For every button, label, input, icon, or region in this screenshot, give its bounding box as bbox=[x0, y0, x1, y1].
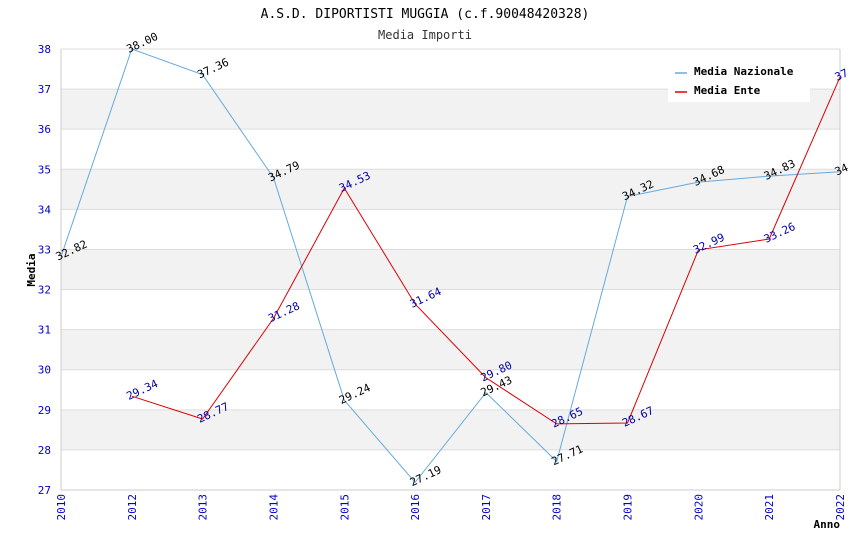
grid-band bbox=[61, 329, 840, 370]
grid-band bbox=[61, 409, 840, 450]
series-line-nazionale bbox=[60, 48, 841, 484]
y-tick-label: 38 bbox=[38, 43, 51, 56]
grid-bands bbox=[61, 89, 840, 450]
y-tick-label: 31 bbox=[38, 324, 51, 337]
x-axis-title: Anno bbox=[814, 518, 841, 531]
grid-band bbox=[61, 169, 840, 210]
x-tick-labels: 2010 2012 2013 2014 2015 2016 2017 2018 2019 2020… bbox=[55, 494, 847, 521]
data-label-ente: 31.28 bbox=[266, 299, 302, 325]
axes bbox=[60, 49, 841, 491]
legend-label-ente: Media Ente bbox=[694, 84, 761, 97]
x-tick-label: 2018 bbox=[551, 494, 564, 521]
y-tick-label: 33 bbox=[38, 243, 51, 256]
y-tick-label: 30 bbox=[38, 364, 51, 377]
data-label-nazionale: 27.19 bbox=[408, 463, 444, 489]
x-tick-label: 2022 bbox=[834, 494, 847, 521]
x-tick-label: 2014 bbox=[267, 494, 280, 521]
y-axis-title: Media bbox=[25, 253, 38, 286]
grid-lines bbox=[61, 48, 840, 491]
x-tick-label: 2010 bbox=[55, 494, 68, 521]
data-label-nazionale: 37.36 bbox=[195, 56, 231, 82]
y-tick-labels: 27 28 29 30 31 32 33 34 35 36 37 38 bbox=[38, 43, 52, 497]
x-tick-label: 2020 bbox=[692, 494, 705, 521]
series-line-ente bbox=[131, 76, 841, 425]
x-tick-label: 2015 bbox=[338, 494, 351, 521]
x-tick-label: 2019 bbox=[622, 494, 635, 521]
x-tick-label: 2013 bbox=[197, 494, 210, 521]
chart-subtitle: Media Importi bbox=[378, 28, 472, 42]
grid-band bbox=[61, 249, 840, 290]
y-tick-label: 29 bbox=[38, 404, 51, 417]
data-label-ente: 33.26 bbox=[762, 220, 798, 246]
x-tick-label: 2012 bbox=[126, 494, 139, 521]
x-tick-label: 2016 bbox=[409, 494, 422, 521]
chart-title: A.S.D. DIPORTISTI MUGGIA (c.f.9004842032… bbox=[261, 7, 590, 22]
y-tick-label: 35 bbox=[38, 163, 51, 176]
y-tick-label: 36 bbox=[38, 123, 51, 136]
data-label-ente: 37.30 bbox=[833, 58, 850, 84]
y-tick-label: 28 bbox=[38, 444, 51, 457]
x-tick-label: 2021 bbox=[763, 494, 776, 521]
data-label-ente: 29.34 bbox=[125, 377, 161, 403]
y-tick-label: 32 bbox=[38, 284, 51, 297]
data-label-nazionale: 29.24 bbox=[337, 381, 373, 407]
data-label-nazionale: 38.00 bbox=[125, 30, 161, 56]
series-lines bbox=[60, 48, 841, 484]
y-tick-label: 34 bbox=[38, 203, 52, 216]
legend-box bbox=[668, 60, 810, 102]
x-tick-label: 2017 bbox=[480, 494, 493, 521]
y-tick-label: 37 bbox=[38, 83, 51, 96]
legend: Media Nazionale Media Ente bbox=[668, 60, 810, 102]
y-tick-label: 27 bbox=[38, 484, 51, 497]
legend-label-nazionale: Media Nazionale bbox=[694, 65, 794, 78]
